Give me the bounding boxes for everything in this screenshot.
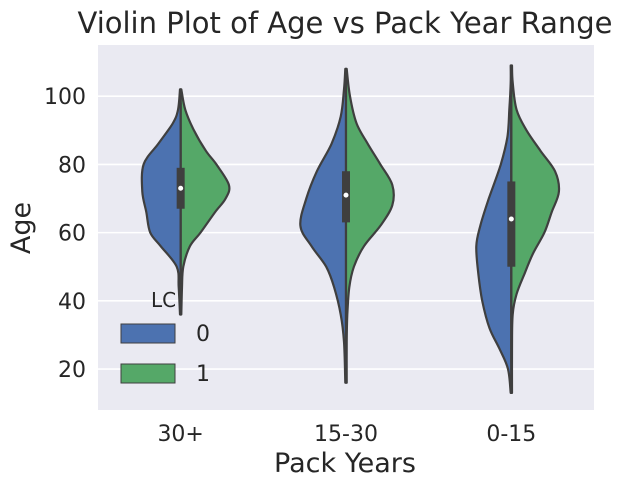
x-tick-label: 0-15 [486,422,536,447]
y-tick-label: 80 [58,153,86,178]
violins [140,64,561,394]
legend-label-1: 1 [196,362,210,387]
y-tick-labels: 20 40 60 80 100 [44,85,86,383]
x-tick-label: 30+ [157,422,203,447]
violin-0-30+ [140,88,182,316]
x-tick-labels: 30+ 15-30 0-15 [157,422,536,447]
median-point [343,192,349,198]
iqr-box [507,181,516,267]
violin-1-0-15 [510,64,561,394]
legend: LC 0 1 [120,288,210,387]
legend-label-0: 0 [196,322,210,347]
y-tick-label: 40 [58,290,86,315]
y-axis-label: Age [6,202,37,254]
legend-title: LC [151,288,176,312]
legend-swatch-1 [120,363,176,384]
inner-boxes [176,92,516,363]
x-tick-label: 15-30 [314,422,378,447]
legend-swatch-0 [120,323,176,344]
x-axis-label: Pack Years [274,448,416,479]
violin-0-0-15 [475,64,513,394]
median-point [178,185,184,191]
y-tick-label: 20 [58,358,86,383]
violin-0-15-30 [299,67,348,384]
chart-title: Violin Plot of Age vs Pack Year Range [78,6,613,40]
median-point [508,216,514,222]
violin-1-15-30 [344,67,395,384]
y-tick-label: 60 [58,222,86,247]
y-tick-label: 100 [44,85,86,110]
violin-1-30+ [179,88,231,316]
